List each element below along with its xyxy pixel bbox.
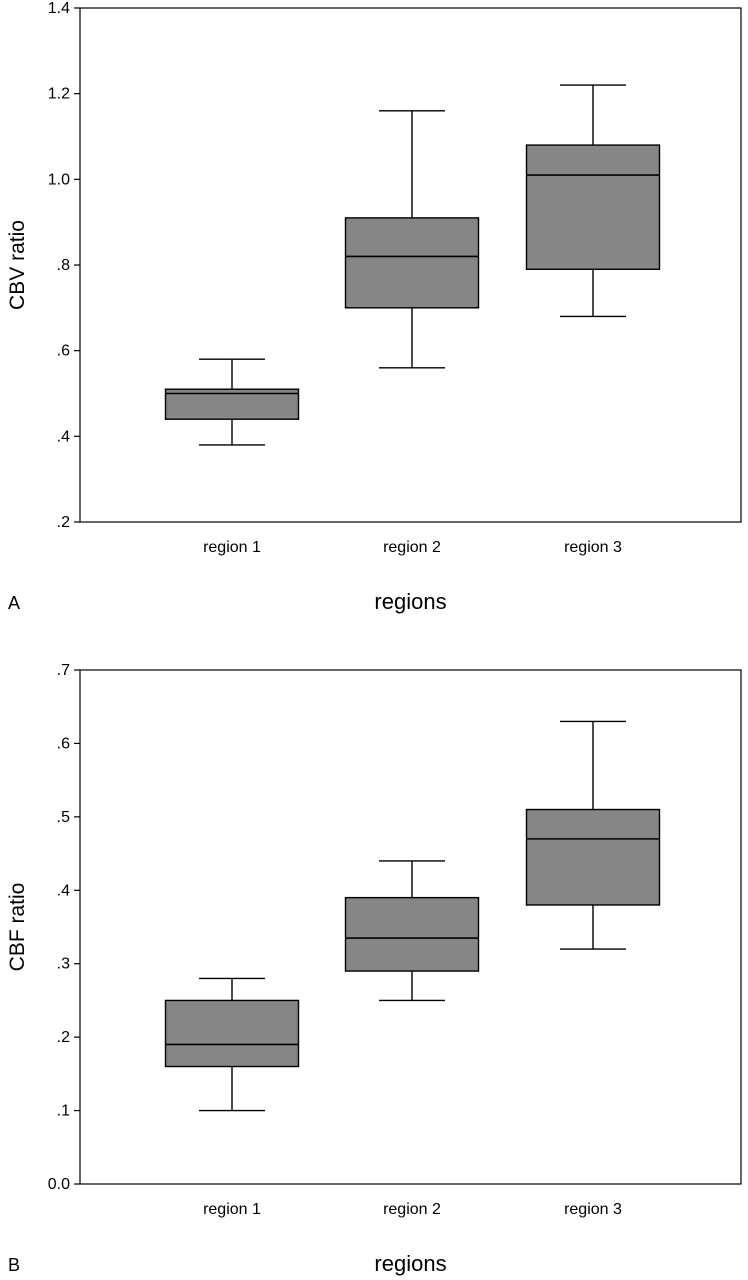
box-b-1 <box>164 977 300 1112</box>
box-b-2 <box>344 860 480 1002</box>
y-tick-label-a-2: .6 <box>57 343 70 360</box>
panel-label-b: B <box>8 1255 20 1275</box>
box-a-1 <box>164 358 300 446</box>
y-axis-label-a: CBV ratio <box>6 220 29 310</box>
y-tick-label-b-2: .2 <box>57 1029 70 1046</box>
y-tick-label-b-3: .3 <box>57 956 70 973</box>
box-a-2 <box>344 110 480 369</box>
box-b-3 <box>525 720 661 950</box>
iqr-box <box>344 896 480 972</box>
x-axis-label-a: regions <box>374 589 446 614</box>
panel-b: 0.0 .1 .2 .3 .4 .5 .6 .7 region 1 region 2 region… <box>6 662 742 1276</box>
y-tick-label-b-6: .6 <box>57 735 70 752</box>
x-tick-label-b-2: region 2 <box>383 1201 441 1218</box>
y-tick-label-b-5: .5 <box>57 809 70 826</box>
y-tick-label-b-0: 0.0 <box>48 1176 70 1193</box>
x-axis-label-b: regions <box>374 1251 446 1276</box>
y-tick-label-b-7: .7 <box>57 662 70 679</box>
x-tick-label-a-3: region 3 <box>564 539 622 556</box>
iqr-box <box>164 999 300 1068</box>
x-tick-label-b-1: region 1 <box>203 1201 261 1218</box>
y-axis-label-b: CBF ratio <box>6 883 29 972</box>
y-tick-label-b-1: .1 <box>57 1103 70 1120</box>
panel-a: .2 .4 .6 .8 1.0 1.2 1.4 region 1 region 2 region… <box>6 0 742 614</box>
y-tick-label-a-3: .8 <box>57 257 70 274</box>
y-tick-label-a-4: 1.0 <box>48 171 70 188</box>
iqr-box <box>525 808 661 906</box>
y-tick-label-a-5: 1.2 <box>48 86 70 103</box>
y-tick-label-a-1: .4 <box>57 428 70 445</box>
iqr-box <box>525 144 661 270</box>
y-tick-label-a-6: 1.4 <box>48 0 70 17</box>
iqr-box <box>344 217 480 309</box>
x-tick-label-a-2: region 2 <box>383 539 441 556</box>
x-tick-label-a-1: region 1 <box>203 539 261 556</box>
box-a-3 <box>525 84 661 318</box>
y-tick-label-a-0: .2 <box>57 514 70 531</box>
y-tick-label-b-4: .4 <box>57 882 70 899</box>
x-tick-label-b-3: region 3 <box>564 1201 622 1218</box>
panel-label-a: A <box>8 593 20 613</box>
plot-frame-b <box>79 669 742 1185</box>
